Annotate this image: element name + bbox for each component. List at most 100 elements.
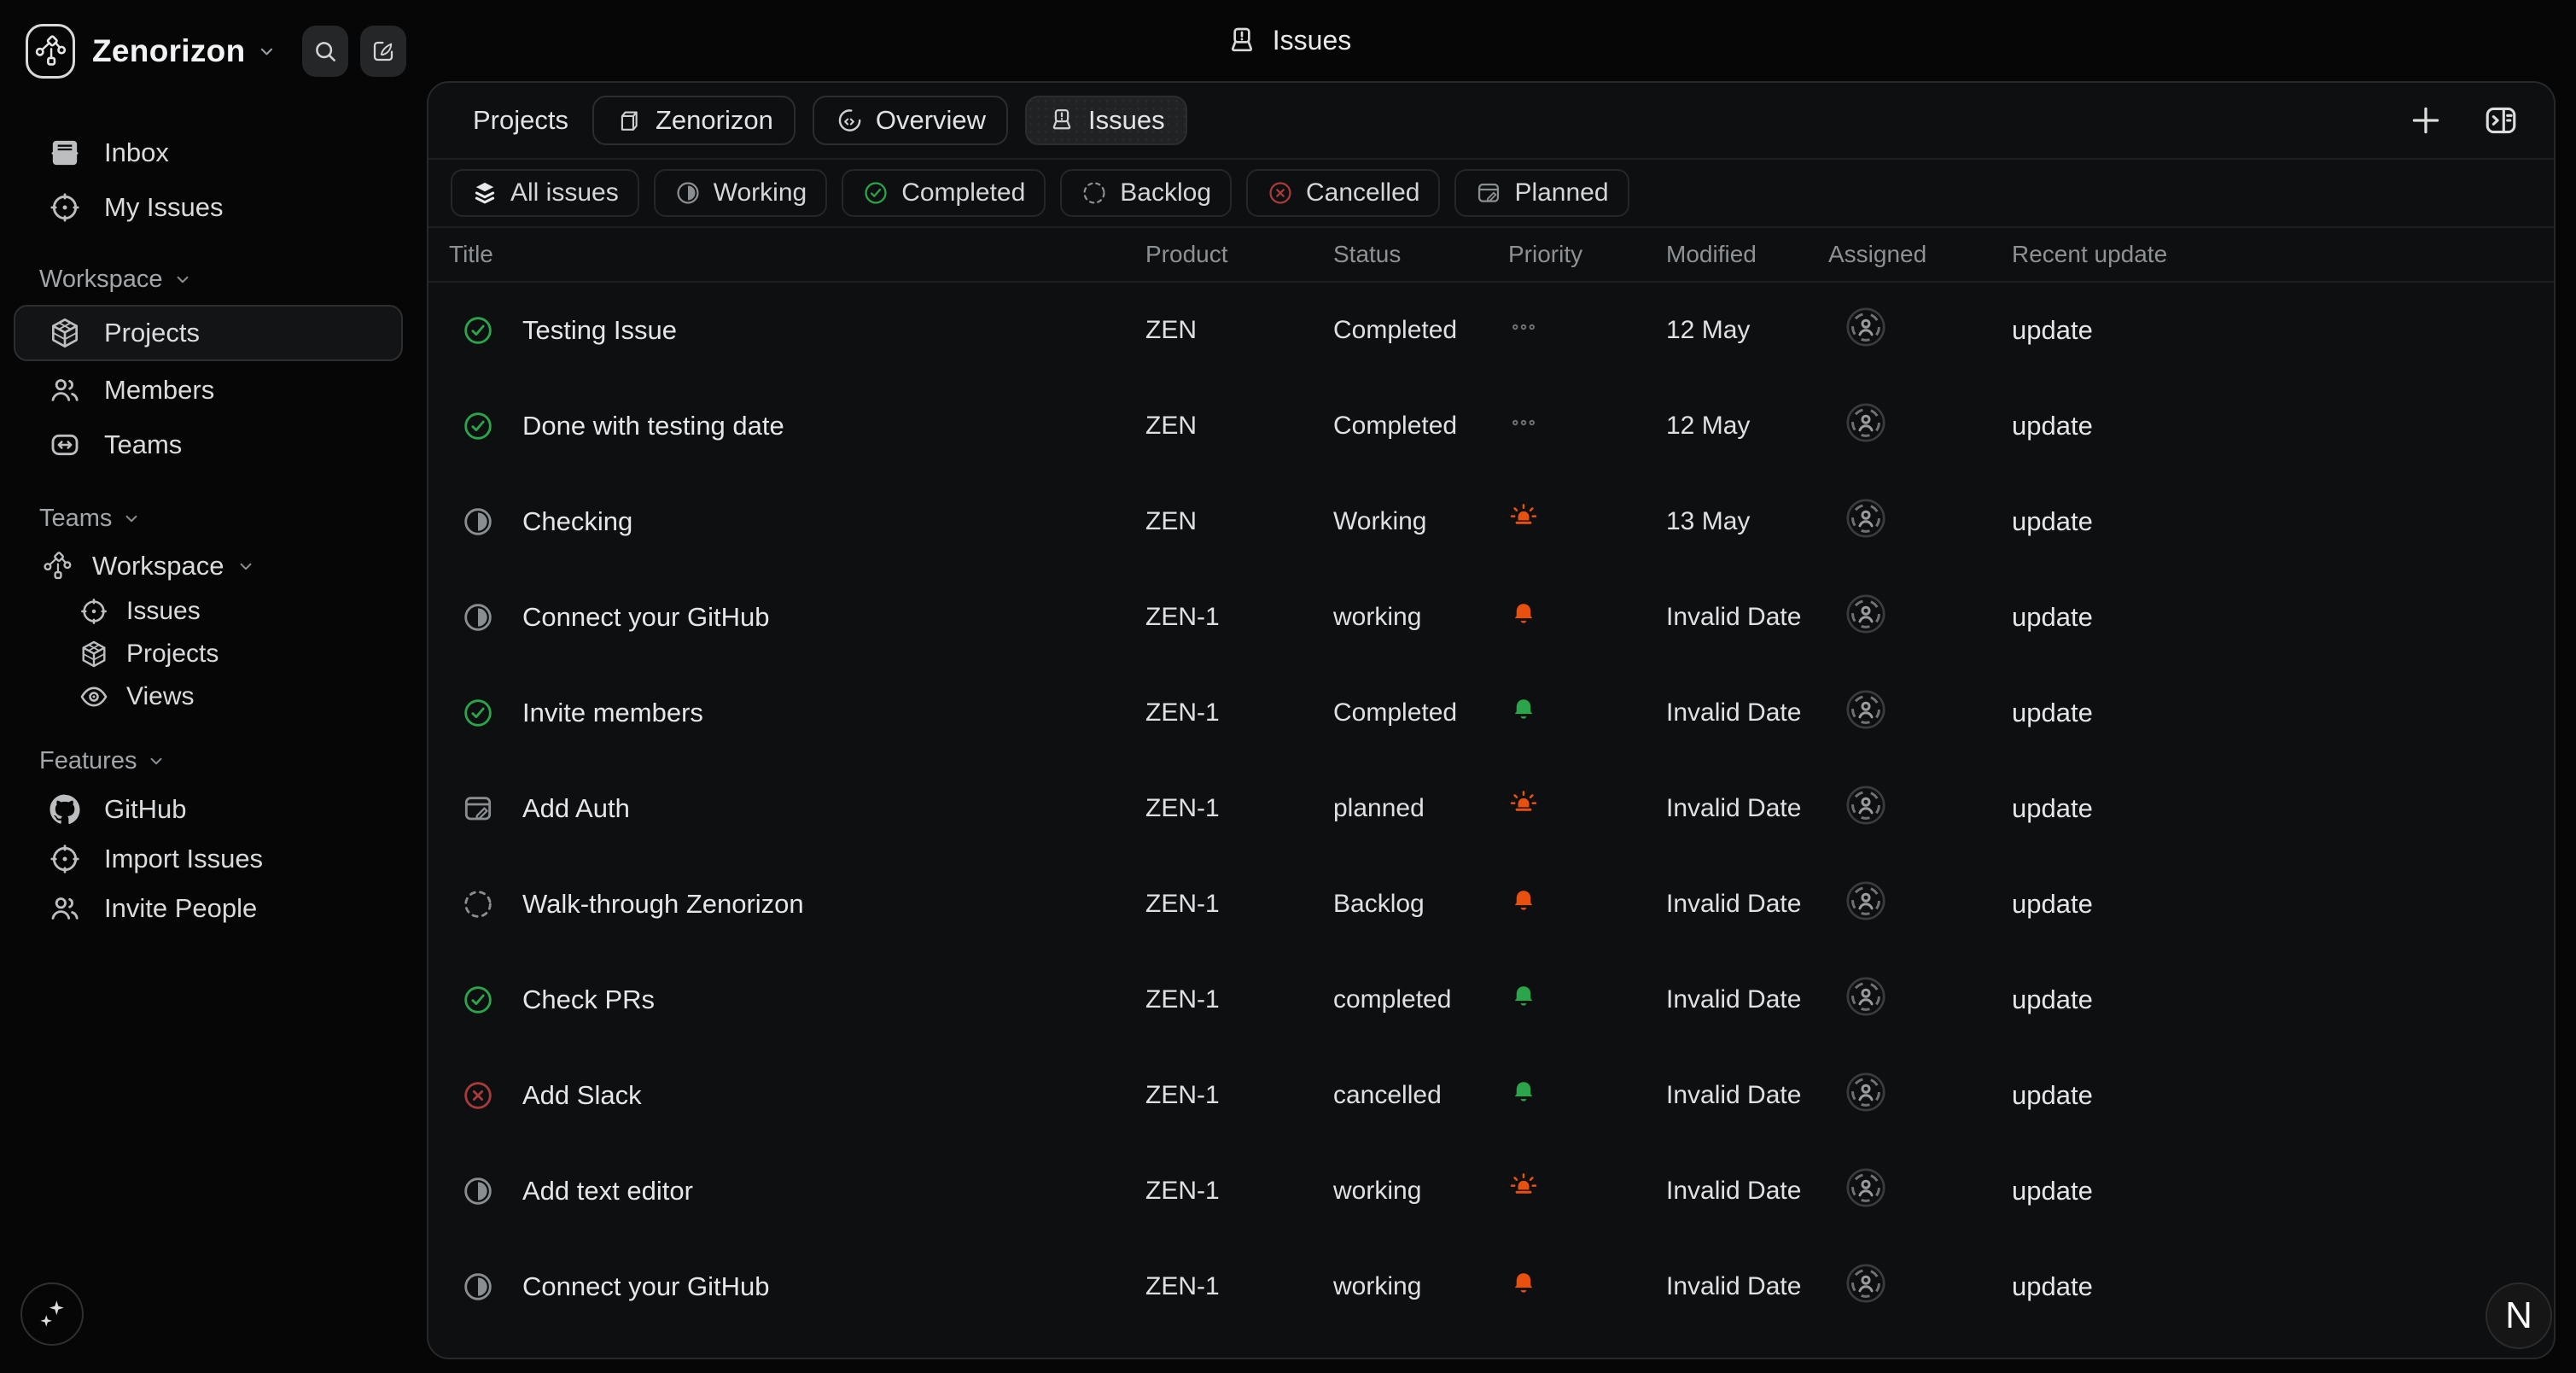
issue-recent-update: update [2012, 889, 2554, 920]
breadcrumb-chip-zenorizon[interactable]: Zenorizon [592, 96, 796, 145]
page-title: Issues [1273, 25, 1351, 56]
filter-working[interactable]: Working [654, 169, 827, 217]
priority-bell-orange-icon [1508, 599, 1539, 629]
sidebar-item-invite-people[interactable]: Invite People [0, 884, 427, 933]
chip-label: Overview [876, 105, 986, 136]
sidebar-item-import-issues[interactable]: Import Issues [0, 834, 427, 884]
workspace-name[interactable]: Zenorizon [92, 33, 245, 69]
planned-status-icon [461, 792, 495, 826]
sidebar-item-github[interactable]: GitHub [0, 785, 427, 834]
table-row[interactable]: Connect your GitHub ZEN-1 working Invali… [428, 570, 2554, 665]
sidebar-item-label: Views [126, 682, 194, 711]
users-icon [48, 891, 82, 926]
assignee-avatar [1845, 880, 1886, 921]
section-label: Teams [39, 505, 112, 533]
sidebar-subitem-views[interactable]: Views [0, 675, 427, 718]
assignee-avatar [1845, 1072, 1886, 1113]
priority-dots-icon [1508, 312, 1539, 342]
filter-label: Cancelled [1306, 178, 1419, 207]
cancelled-status-icon [461, 1078, 495, 1113]
chevron-down-icon [120, 507, 143, 529]
search-icon [312, 38, 339, 65]
filter-planned[interactable]: Planned [1454, 169, 1629, 217]
nextjs-badge[interactable]: N [2486, 1282, 2552, 1349]
filter-label: All issues [510, 178, 619, 207]
main-panel: Projects Zenorizon Overview Issues All iss… [427, 81, 2556, 1359]
table-row[interactable]: Walk-through Zenorizon ZEN-1 Backlog Inv… [428, 856, 2554, 952]
sidebar-item-label: Workspace [92, 551, 224, 581]
working-status-icon [461, 1174, 495, 1208]
issue-title: Check PRs [522, 984, 655, 1015]
table-row[interactable]: Add Slack ZEN-1 cancelled Invalid Date u… [428, 1048, 2554, 1143]
completed-status-icon [461, 313, 495, 348]
sparkles-icon [33, 1295, 71, 1333]
filter-all-issues[interactable]: All issues [451, 169, 639, 217]
table-row[interactable]: Add text editor ZEN-1 working Invalid Da… [428, 1143, 2554, 1239]
issue-status: Working [1333, 507, 1508, 536]
sidebar-subitem-projects[interactable]: Projects [0, 633, 427, 675]
search-button[interactable] [302, 26, 348, 77]
table-row[interactable]: Checking ZEN Working 13 May update [428, 474, 2554, 570]
breadcrumb-chip-issues[interactable]: Issues [1025, 96, 1187, 145]
workspace-logo[interactable] [26, 24, 75, 79]
issue-modified: Invalid Date [1666, 794, 1828, 823]
section-features[interactable]: Features [0, 737, 427, 785]
sidebar-subitem-issues[interactable]: Issues [0, 590, 427, 633]
section-workspace[interactable]: Workspace [0, 255, 427, 303]
table-row[interactable]: Invite members ZEN-1 Completed Invalid D… [428, 665, 2554, 761]
chevron-down-icon[interactable] [255, 38, 278, 64]
sidebar: Zenorizon Inbox My Issues Workspace Proj… [0, 0, 427, 1373]
issue-product: ZEN-1 [1145, 794, 1333, 823]
compose-button[interactable] [360, 26, 406, 77]
users-icon [48, 373, 82, 407]
priority-bell-orange-icon [1508, 1268, 1539, 1299]
sidebar-item-inbox[interactable]: Inbox [0, 126, 427, 180]
table-row[interactable]: Check PRs ZEN-1 completed Invalid Date u… [428, 952, 2554, 1048]
table-row[interactable]: Done with testing date ZEN Completed 12 … [428, 378, 2554, 474]
ai-assistant-button[interactable] [20, 1282, 84, 1346]
assignee-avatar [1845, 593, 1886, 634]
table-row[interactable]: Testing Issue ZEN Completed 12 May updat… [428, 283, 2554, 378]
sidebar-item-label: GitHub [104, 794, 186, 825]
breadcrumb-chip-overview[interactable]: Overview [813, 96, 1008, 145]
issue-title: Invite members [522, 698, 703, 728]
sidebar-item-teams[interactable]: Teams [0, 418, 427, 472]
filter-completed[interactable]: Completed [842, 169, 1046, 217]
sidebar-item-my-issues[interactable]: My Issues [0, 180, 427, 235]
breadcrumb-projects[interactable]: Projects [473, 105, 568, 136]
priority-siren-icon [1508, 790, 1539, 821]
sidebar-group-workspace[interactable]: Workspace [0, 542, 427, 590]
filter-backlog[interactable]: Backlog [1060, 169, 1232, 217]
breadcrumb: Projects Zenorizon Overview Issues [428, 83, 2554, 160]
backlog-status-icon [461, 887, 495, 921]
issue-status: Completed [1333, 316, 1508, 345]
add-issue-button[interactable] [2407, 102, 2445, 139]
chevron-down-icon [172, 268, 194, 290]
sidebar-item-label: Projects [126, 640, 219, 669]
section-label: Features [39, 747, 137, 775]
sidebar-item-members[interactable]: Members [0, 363, 427, 418]
issue-title: Checking [522, 506, 632, 537]
issue-product: ZEN-1 [1145, 698, 1333, 727]
planned-icon [1475, 179, 1502, 207]
issue-product: ZEN-1 [1145, 1177, 1333, 1206]
assignee-avatar [1845, 976, 1886, 1017]
network-icon [41, 550, 73, 582]
sidebar-item-projects[interactable]: Projects [14, 305, 403, 361]
cube-icon [48, 316, 82, 350]
filter-label: Working [714, 178, 807, 207]
toggle-panel-button[interactable] [2482, 102, 2520, 139]
issue-recent-update: update [2012, 411, 2554, 441]
filter-cancelled[interactable]: Cancelled [1246, 169, 1440, 217]
table-row[interactable]: Add Auth ZEN-1 planned Invalid Date upda… [428, 761, 2554, 856]
table-row[interactable]: Connect your GitHub ZEN-1 working Invali… [428, 1239, 2554, 1335]
issue-product: ZEN [1145, 507, 1333, 536]
issue-title: Add Auth [522, 793, 630, 824]
plus-icon [2407, 102, 2445, 139]
issue-status: Completed [1333, 698, 1508, 727]
inbox-icon [48, 136, 82, 170]
issue-status: working [1333, 1272, 1508, 1301]
section-teams[interactable]: Teams [0, 494, 427, 542]
issue-modified: Invalid Date [1666, 1177, 1828, 1206]
issue-recent-update: update [2012, 1176, 2554, 1206]
